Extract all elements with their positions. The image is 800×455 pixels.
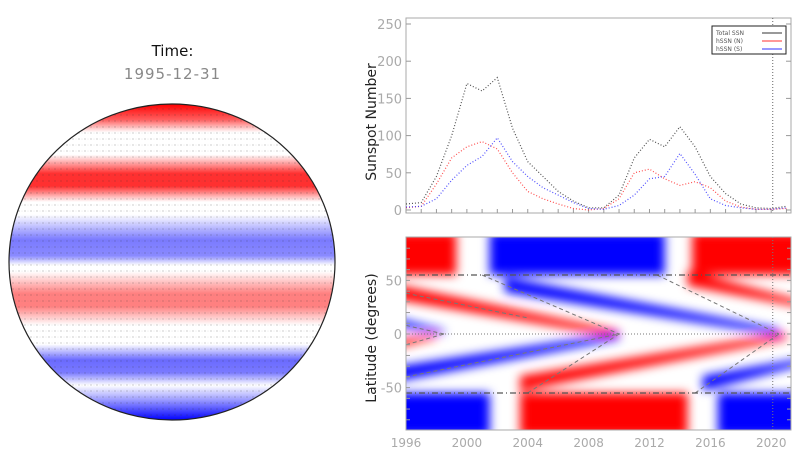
time-label: Time:: [151, 42, 194, 60]
wing-field-band: [504, 277, 779, 335]
migration-guide-line: [481, 274, 620, 335]
series-line-hssn-s-: [405, 136, 787, 210]
wing-field-band: [687, 270, 791, 305]
x-tick-label: 2012: [634, 436, 665, 450]
y-tick-label: 200: [377, 55, 402, 70]
legend-label: hSSN (N): [716, 38, 743, 45]
polar-field-band: [717, 392, 791, 430]
x-tick-label: 1996: [391, 436, 422, 450]
series-line-hssn-n-: [405, 140, 787, 211]
legend-box: [711, 25, 787, 55]
wing-field-band: [520, 333, 787, 391]
legend-label: Total SSN: [715, 30, 744, 37]
x-tick-label: 2004: [512, 436, 543, 450]
y-tick-label: 50: [385, 274, 402, 289]
x-tick-label: 2020: [756, 436, 787, 450]
x-tick-label: 2000: [452, 436, 483, 450]
y-tick-label: 50: [385, 167, 402, 182]
y-tick-label: 150: [377, 92, 402, 107]
time-value: 1995-12-31: [123, 65, 222, 83]
migration-guide-line: [656, 274, 780, 335]
x-tick-label: 2008: [573, 436, 604, 450]
series-line-total-ssn: [405, 76, 787, 210]
butterfly-bands: [406, 237, 791, 430]
y-tick-label: 0: [394, 204, 402, 219]
sun-disk-limb: [8, 103, 336, 421]
polar-field-band: [692, 237, 791, 276]
y-tick-label: 0: [394, 328, 402, 343]
y-tick-label: -50: [381, 382, 402, 397]
y-tick-label: 100: [377, 130, 402, 145]
polar-field-band: [520, 392, 688, 430]
sun-disk-grid: [9, 104, 335, 420]
butterfly-field: [406, 237, 791, 430]
polar-field-band: [489, 237, 665, 276]
polar-field-band: [406, 392, 490, 430]
y-axis-label: Sunspot Number: [364, 63, 380, 181]
wing-field-band: [702, 360, 791, 391]
butterfly-chart: 50 0 -50 1996 2000 2004 2008 2012 2016 2020 Latitu…: [364, 236, 792, 450]
x-tick-label: 2016: [695, 436, 726, 450]
legend-label: hSSN (S): [716, 46, 742, 53]
sun-disk: [8, 103, 336, 421]
wing-field-band: [406, 286, 620, 338]
polar-field-band: [406, 237, 457, 276]
wing-field-band: [406, 320, 445, 334]
migration-guide-line: [406, 333, 620, 378]
sunspot-plot-frame: [405, 17, 792, 214]
y-axis-label: Latitude (degrees): [364, 273, 380, 402]
migration-guide-line: [694, 333, 780, 394]
y-tick-label: 250: [377, 18, 402, 33]
